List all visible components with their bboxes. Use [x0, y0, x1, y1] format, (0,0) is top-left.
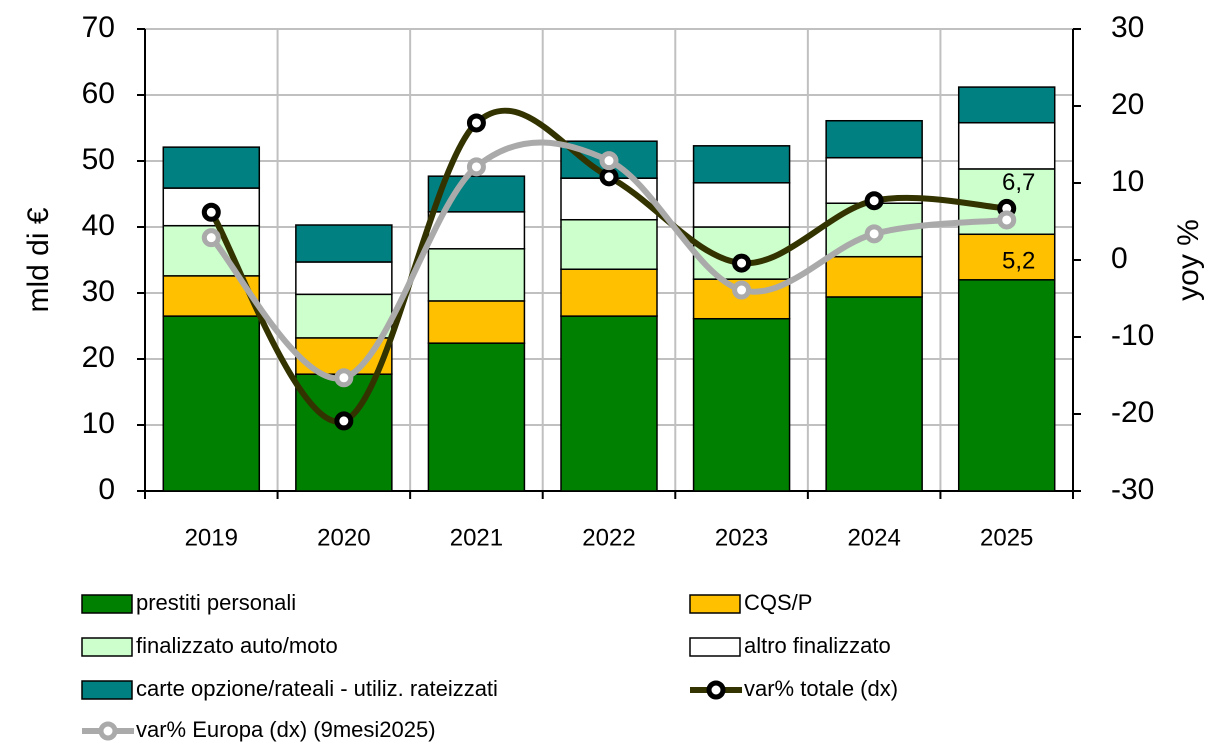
legend-label: finalizzato auto/moto — [136, 633, 338, 658]
bar-segment — [560, 218, 658, 270]
legend-label: altro finalizzato — [744, 633, 891, 658]
bar-segment — [427, 248, 526, 302]
y2-tick-label: -10 — [1111, 319, 1154, 352]
y2-tick-label: 20 — [1111, 88, 1144, 121]
bar-segment — [957, 233, 1056, 281]
bar-segment — [295, 293, 393, 339]
y-tick-label: 60 — [82, 77, 115, 110]
line-marker — [599, 151, 619, 171]
y2-tick-label: 10 — [1111, 165, 1144, 198]
x-tick-label: 2019 — [185, 524, 238, 551]
y2-axis-label: yoy % — [1172, 219, 1205, 301]
line-marker — [864, 224, 884, 244]
y2-tick-label: 30 — [1111, 11, 1144, 44]
bar-segment — [427, 342, 526, 492]
bar-segment — [957, 86, 1056, 124]
y2-tick-label: -20 — [1111, 396, 1154, 429]
line-marker — [997, 210, 1017, 230]
line-marker — [732, 280, 752, 300]
bar-segment — [692, 182, 791, 228]
x-tick-label: 2021 — [450, 524, 503, 551]
bar-segment — [295, 261, 393, 296]
y-axis-label: mld di € — [22, 207, 55, 312]
legend-swatch — [689, 637, 741, 657]
bar-segment — [427, 211, 526, 250]
data-label: 5,2 — [1002, 247, 1035, 274]
y-tick-label: 20 — [82, 341, 115, 374]
legend-label: prestiti personali — [136, 590, 296, 615]
x-tick-label: 2022 — [582, 524, 635, 551]
legend-swatch — [689, 594, 741, 614]
bar-segment — [162, 146, 261, 189]
legend-label: var% totale (dx) — [744, 676, 898, 701]
y-tick-label: 50 — [82, 143, 115, 176]
bar-segment — [295, 373, 393, 492]
y-tick-label: 0 — [98, 473, 115, 506]
bar-segment — [560, 315, 658, 492]
legend-label: CQS/P — [744, 590, 812, 615]
line-marker — [599, 167, 619, 187]
line-marker — [201, 202, 221, 222]
line-marker — [864, 191, 884, 211]
y2-tick-label: 0 — [1111, 242, 1128, 275]
line-marker — [466, 157, 486, 177]
legend-label: carte opzione/rateali - utiliz. rateizza… — [136, 676, 498, 701]
data-label: 6,7 — [1002, 169, 1035, 196]
bar-segment — [560, 268, 658, 317]
line-marker — [334, 368, 354, 388]
bar-segment — [825, 119, 923, 159]
line-series — [208, 107, 1007, 425]
bar-segment — [825, 255, 923, 298]
legend-marker — [98, 721, 118, 741]
bar-segment — [427, 300, 526, 344]
bar-segment — [295, 224, 393, 263]
y-tick-label: 70 — [82, 11, 115, 44]
x-tick-label: 2023 — [715, 524, 768, 551]
y-tick-label: 40 — [82, 209, 115, 242]
x-tick-label: 2025 — [980, 524, 1033, 551]
x-tick-label: 2024 — [847, 524, 900, 551]
y-tick-label: 30 — [82, 275, 115, 308]
bar-segment — [825, 296, 923, 492]
y-tick-label: 10 — [82, 407, 115, 440]
legend-swatch — [81, 637, 133, 657]
bar-segment — [692, 317, 791, 492]
line-marker — [466, 113, 486, 133]
legend-swatch — [81, 594, 133, 614]
line-marker — [732, 253, 752, 273]
bar-segment — [957, 121, 1056, 170]
legend-label: var% Europa (dx) (9mesi2025) — [136, 717, 436, 742]
legend-swatch — [81, 680, 133, 700]
line-marker — [201, 228, 221, 248]
bar-segment — [957, 279, 1056, 492]
bar-segment — [692, 145, 791, 184]
legend-marker — [706, 680, 726, 700]
bar-segment — [162, 315, 261, 492]
y2-tick-label: -30 — [1111, 473, 1154, 506]
line-marker — [334, 411, 354, 431]
x-tick-label: 2020 — [317, 524, 370, 551]
